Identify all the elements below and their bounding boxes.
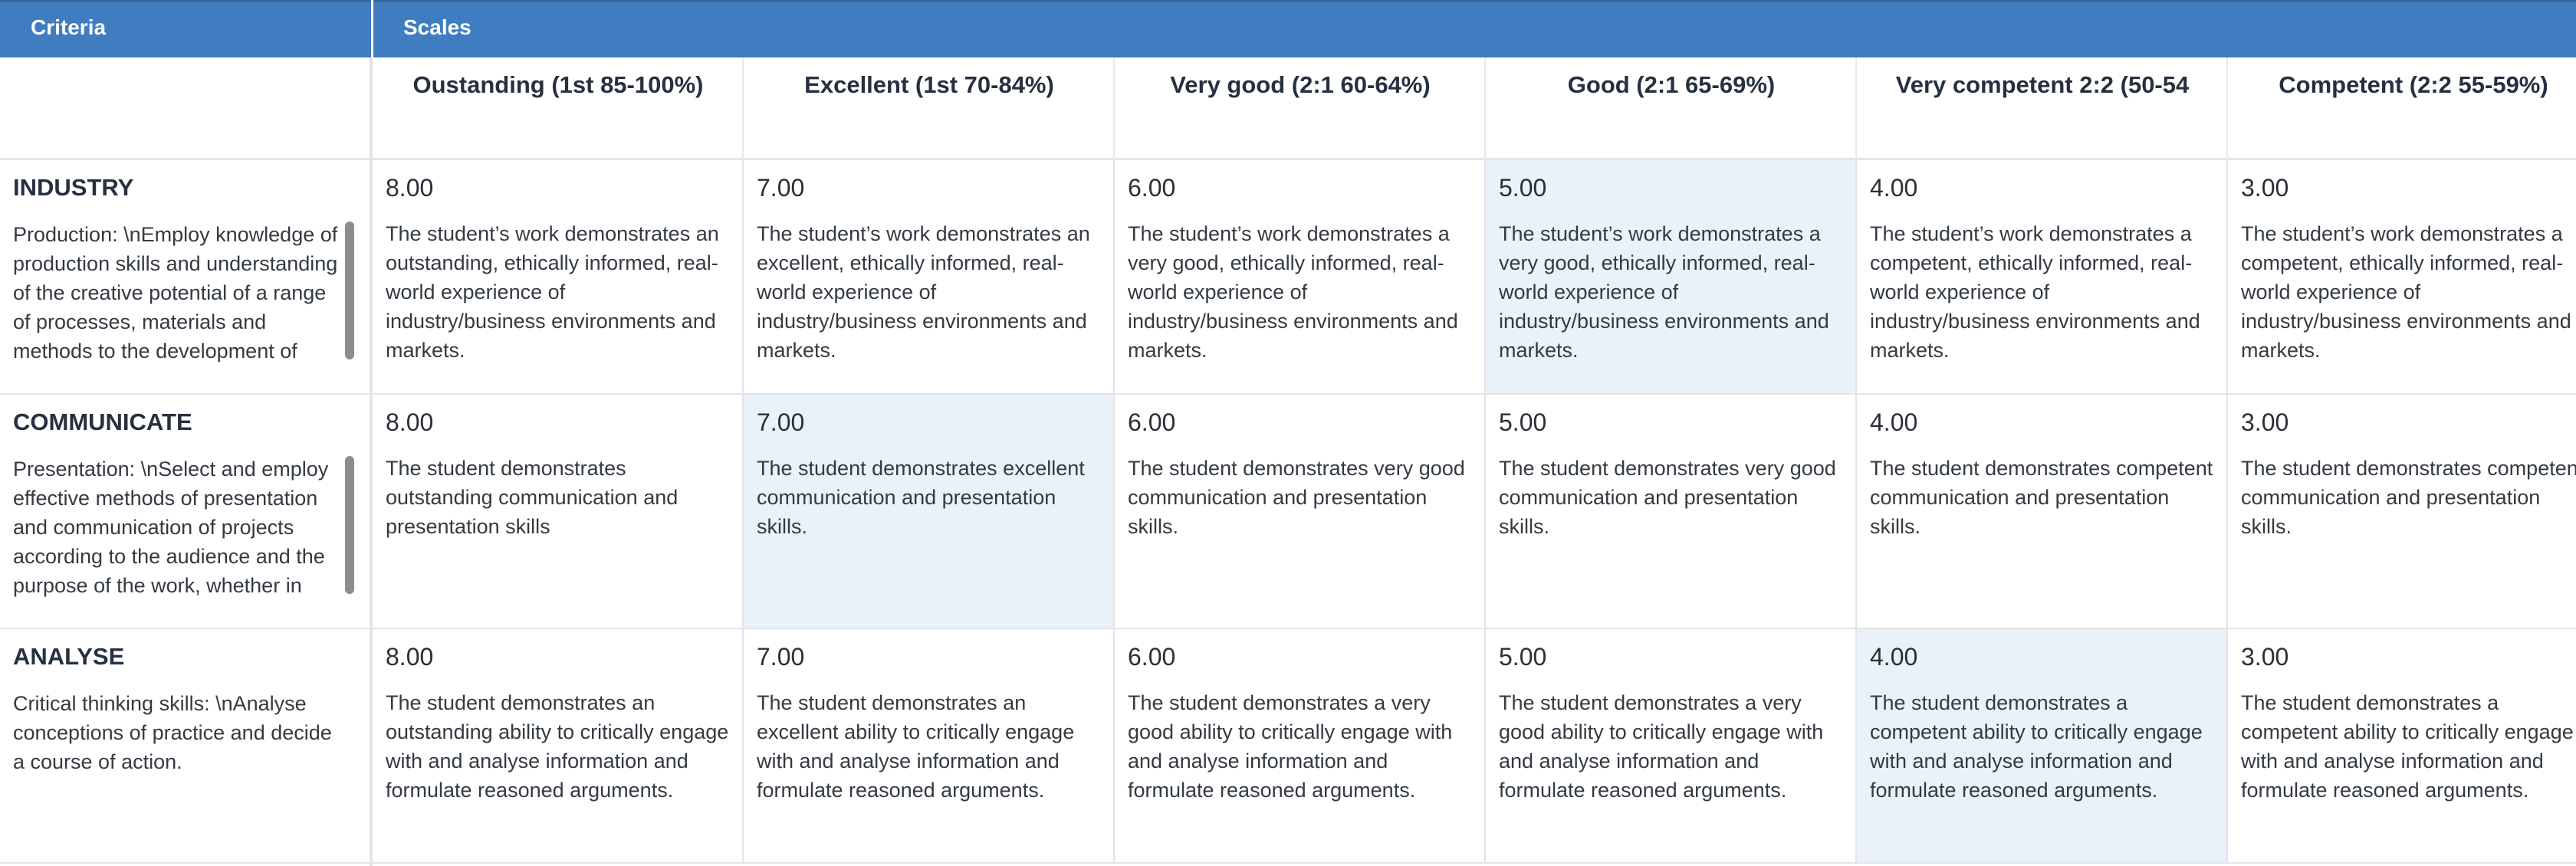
rubric-cell[interactable]: 5.00 The student demonstrates a very good… [1486,629,1857,864]
descriptor: The student demonstrates an outstanding … [386,691,729,802]
descriptor: The student demonstrates an excellent ab… [757,691,1075,802]
descriptor: The student’s work demonstrates a compet… [2241,222,2571,362]
level-header: Competent (2:2 55-59%) [2279,71,2548,98]
rubric-cell[interactable]: 6.00 The student’s work demonstrates a ve… [1115,160,1486,395]
descriptor: The student’s work demonstrates an excel… [757,222,1090,362]
descriptor: The student’s work demonstrates a compet… [1870,222,2200,362]
scrollbar-thumb [345,221,354,359]
criterion-name: ANALYSE [13,643,125,670]
descriptor: The student’s work demonstrates an outst… [386,222,719,362]
scrollbar-thumb [345,456,354,594]
rubric-cell[interactable]: 5.00 The student’s work demonstrates a ve… [1486,160,1857,395]
score: 7.00 [757,174,805,202]
rubric-cell[interactable]: 3.00 The student’s work demonstrates a co… [2228,160,2576,395]
descriptor: The student demonstrates a competent abi… [2241,691,2574,802]
subheader-border [0,158,2576,160]
criterion-name: INDUSTRY [13,174,134,201]
header-divider [371,0,373,57]
score: 6.00 [1128,408,1176,436]
descriptor: The student demonstrates excellent commu… [757,457,1085,538]
score: 6.00 [1128,174,1176,202]
level-header: Very good (2:1 60-64%) [1170,71,1431,98]
criterion-cell: ANALYSE Critical thinking skills: \nAnaly… [0,629,373,864]
rubric-cell[interactable]: 7.00 The student’s work demonstrates an e… [744,160,1115,395]
score: 5.00 [1499,408,1547,436]
rubric-cell[interactable]: 8.00 The student demonstrates outstanding… [373,395,744,629]
descriptor: The student demonstrates outstanding com… [386,457,678,538]
scales-header: Scales [403,15,472,39]
score: 3.00 [2241,643,2289,671]
score: 8.00 [386,408,434,436]
score: 4.00 [1870,408,1918,436]
column-divider [1855,57,1857,160]
criterion-cell: COMMUNICATE Presentation: \nSelect and em… [0,395,373,629]
level-header: Good (2:1 65-69%) [1567,71,1776,98]
rubric-cell[interactable]: 3.00 The student demonstrates competent c… [2228,395,2576,629]
column-divider [2226,57,2228,160]
rubric-cell[interactable]: 8.00 The student demonstrates an outstand… [373,629,744,864]
level-header: Oustanding (1st 85-100%) [412,71,704,98]
criterion-description: Critical thinking skills: \nAnalyse conc… [13,692,332,773]
descriptor: The student demonstrates very good commu… [1499,457,1836,538]
rubric-cell[interactable]: 4.00 The student demonstrates competent c… [1857,395,2228,629]
rubric-cell[interactable]: 6.00 The student demonstrates a very good… [1115,629,1486,864]
rubric-cell[interactable]: 3.00 The student demonstrates a competent… [2228,629,2576,864]
descriptor: The student’s work demonstrates a very g… [1128,222,1458,362]
level-header: Very competent 2:2 (50-54 [1895,71,2190,98]
rubric-cell[interactable]: 8.00 The student’s work demonstrates an o… [373,160,744,395]
column-divider [1484,57,1486,160]
header-bar [0,0,2576,57]
descriptor: The student demonstrates a very good abi… [1128,691,1453,802]
rubric-cell[interactable]: 5.00 The student demonstrates very good c… [1486,395,1857,629]
score: 8.00 [386,174,434,202]
rubric-cell[interactable]: 4.00 The student demonstrates a competent… [1857,629,2228,864]
criterion-name: COMMUNICATE [13,408,192,435]
column-divider [742,57,744,160]
criterion-description: Production: \nEmploy knowledge of produc… [13,223,338,362]
score: 3.00 [2241,174,2289,202]
rubric-cell[interactable]: 6.00 The student demonstrates very good c… [1115,395,1486,629]
descriptor: The student’s work demonstrates a very g… [1499,222,1829,362]
level-header: Excellent (1st 70-84%) [804,71,1054,98]
descriptor: The student demonstrates competent commu… [2241,457,2576,538]
score: 7.00 [757,408,805,436]
score: 6.00 [1128,643,1176,671]
descriptor: The student demonstrates a competent abi… [1870,691,2203,802]
score: 5.00 [1499,174,1547,202]
score: 7.00 [757,643,805,671]
criterion-cell: INDUSTRY Production: \nEmploy knowledge o… [0,160,373,395]
rubric-cell[interactable]: 7.00 The student demonstrates excellent c… [744,395,1115,629]
criterion-description: Presentation: \nSelect and employ effect… [13,458,329,597]
descriptor: The student demonstrates a very good abi… [1499,691,1824,802]
criteria-header: Criteria [31,15,107,39]
score: 4.00 [1870,174,1918,202]
score: 8.00 [386,643,434,671]
rubric-cell[interactable]: 4.00 The student’s work demonstrates a co… [1857,160,2228,395]
rubric-cell[interactable]: 7.00 The student demonstrates an excellen… [744,629,1115,864]
score: 4.00 [1870,643,1918,671]
score: 5.00 [1499,643,1547,671]
score: 3.00 [2241,408,2289,436]
descriptor: The student demonstrates very good commu… [1128,457,1465,538]
column-divider [1113,57,1115,160]
descriptor: The student demonstrates competent commu… [1870,457,2213,538]
